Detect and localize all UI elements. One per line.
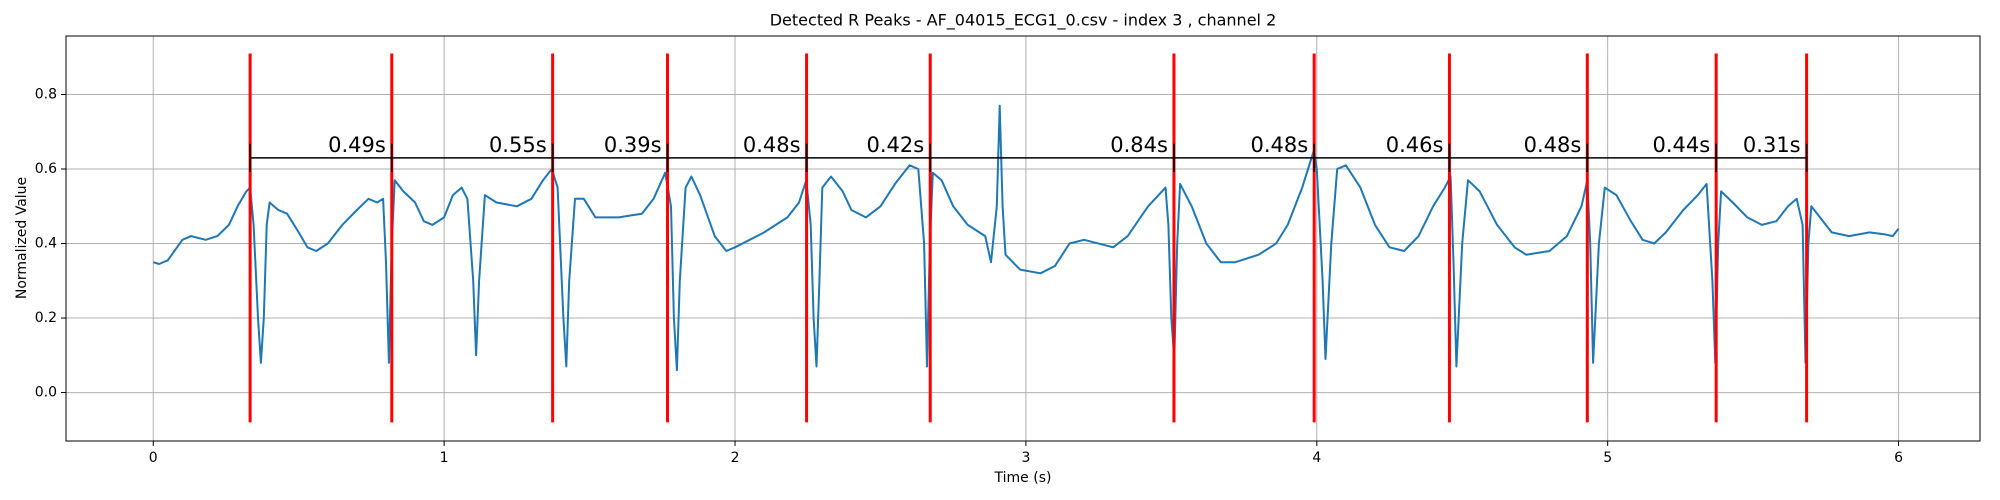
interval-label: 0.48s — [743, 133, 801, 157]
x-tick-label: 2 — [731, 450, 740, 466]
x-tick-label: 4 — [1312, 450, 1321, 466]
interval-label: 0.48s — [1524, 133, 1582, 157]
y-tick-label: 0.4 — [35, 236, 57, 252]
x-tick-label: 5 — [1603, 450, 1612, 466]
y-tick-label: 0.8 — [35, 86, 57, 102]
interval-label: 0.39s — [604, 133, 662, 157]
y-tick-label: 0.0 — [35, 385, 57, 401]
x-tick-label: 6 — [1894, 450, 1903, 466]
y-tick-label: 0.2 — [35, 310, 57, 326]
interval-label: 0.55s — [489, 133, 547, 157]
interval-label: 0.44s — [1652, 133, 1710, 157]
plot-frame — [65, 35, 1981, 442]
x-axis-label: Time (s) — [994, 470, 1052, 486]
x-tick-label: 3 — [1021, 450, 1030, 466]
x-tick-label: 1 — [440, 450, 449, 466]
chart-title: Detected R Peaks - AF_04015_ECG1_0.csv -… — [770, 11, 1277, 31]
interval-label: 0.46s — [1386, 133, 1444, 157]
interval-label: 0.31s — [1743, 133, 1801, 157]
interval-label: 0.48s — [1250, 133, 1308, 157]
interval-label: 0.49s — [328, 133, 386, 157]
interval-label: 0.42s — [867, 133, 925, 157]
x-tick-label: 0 — [149, 450, 158, 466]
interval-label: 0.84s — [1110, 133, 1168, 157]
y-tick-label: 0.6 — [35, 161, 57, 177]
y-axis-label: Normalized Value — [14, 177, 30, 299]
